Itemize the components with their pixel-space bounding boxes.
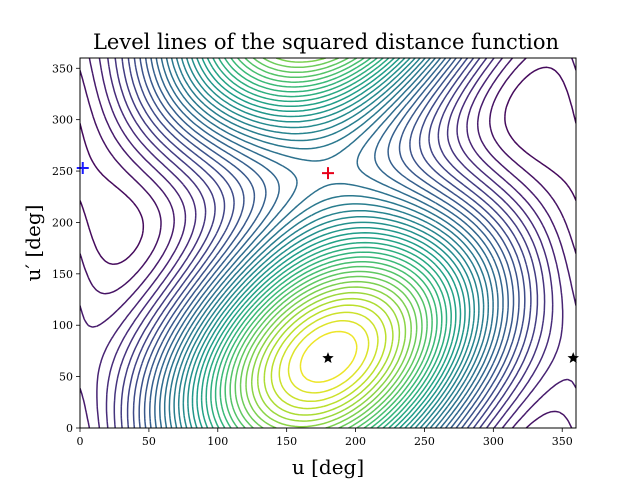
contour-level — [205, 58, 452, 428]
contour-level — [120, 58, 539, 428]
contour-level — [245, 58, 412, 428]
contour-level — [163, 58, 494, 428]
contour-level — [138, 58, 520, 428]
critical-points — [76, 161, 579, 363]
contour-level — [250, 286, 407, 428]
contour-level — [219, 58, 438, 428]
contour-level — [210, 58, 448, 428]
contour-level — [80, 58, 576, 428]
y-tick-label: 0 — [66, 422, 73, 435]
y-axis-label: u′ [deg] — [21, 205, 45, 282]
contour-level — [168, 58, 490, 428]
contour-level — [132, 58, 526, 428]
contour-lines — [80, 58, 576, 428]
contour-level — [270, 304, 387, 410]
contour-level — [214, 58, 443, 428]
x-tick-label: 0 — [77, 435, 84, 448]
maximum-marker — [322, 167, 334, 180]
x-tick-label: 50 — [142, 435, 156, 448]
minimum-marker — [76, 161, 89, 174]
plot-frame — [79, 57, 577, 429]
y-tick-label: 250 — [52, 165, 73, 178]
contour-level — [191, 58, 466, 428]
contour-level — [173, 58, 485, 428]
contour-level — [287, 319, 370, 394]
contour-level — [257, 291, 401, 422]
x-axis: 0 50 100 150 200 250 300 350 — [77, 428, 573, 448]
x-tick-label: 300 — [483, 435, 504, 448]
contour-level — [187, 58, 471, 428]
contour-level — [263, 297, 394, 416]
y-tick-label: 200 — [52, 216, 73, 229]
contour-level — [149, 58, 509, 428]
contour-level — [229, 58, 428, 428]
contour-level — [234, 58, 423, 428]
contour-level — [80, 66, 576, 266]
contour-level — [154, 58, 504, 428]
contour-level — [177, 58, 480, 428]
contour-level — [143, 58, 515, 428]
y-tick-label: 150 — [52, 268, 73, 281]
x-tick-label: 200 — [345, 435, 366, 448]
saddle-marker — [322, 352, 334, 363]
contour-level — [96, 58, 564, 428]
y-tick-label: 300 — [52, 114, 73, 127]
x-tick-label: 350 — [552, 435, 573, 448]
y-tick-label: 50 — [59, 371, 73, 384]
contour-level — [182, 58, 476, 428]
contour-level — [224, 58, 433, 428]
chart-title: Level lines of the squared distance func… — [93, 30, 559, 54]
contour-level — [105, 58, 554, 428]
saddle-marker — [567, 352, 579, 363]
contour-level — [200, 58, 457, 428]
contour-level — [278, 311, 379, 403]
y-axis: 0 50 100 150 200 250 300 350 — [52, 62, 80, 435]
y-tick-label: 100 — [52, 319, 73, 332]
x-tick-label: 250 — [414, 435, 435, 448]
contour-level — [159, 58, 499, 428]
contour-level — [126, 58, 532, 428]
contour-level — [196, 58, 462, 428]
contour-level — [299, 330, 358, 383]
x-tick-label: 100 — [207, 435, 228, 448]
contour-level — [113, 58, 546, 428]
contour-level — [239, 58, 418, 428]
x-axis-label: u [deg] — [292, 455, 364, 479]
x-tick-label: 150 — [276, 435, 297, 448]
y-tick-label: 350 — [52, 62, 73, 75]
